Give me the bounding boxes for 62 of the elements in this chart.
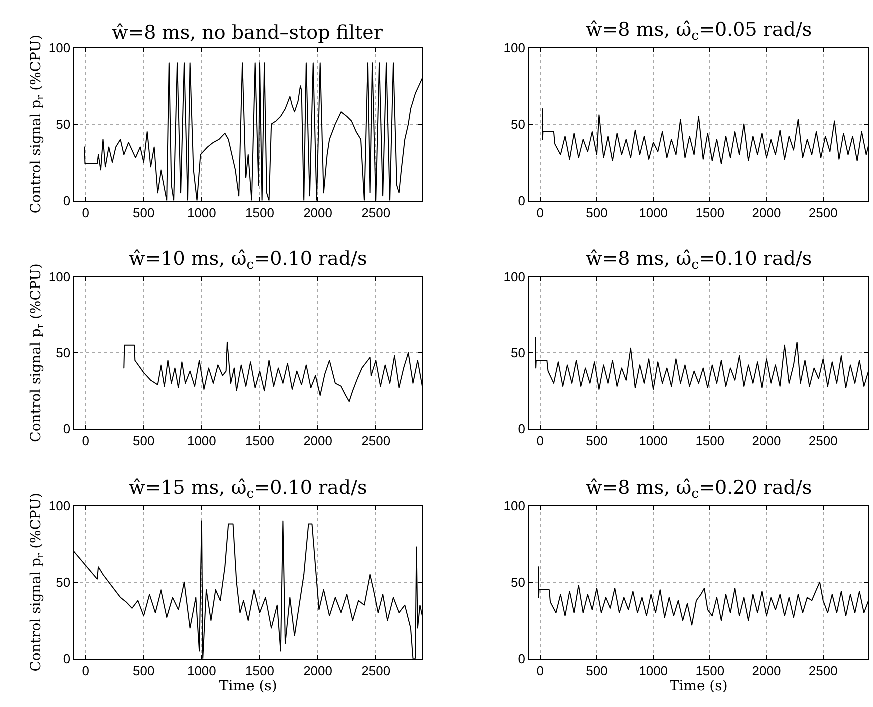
x-tick-label: 0 [536, 205, 544, 220]
x-tick-label: 500 [586, 205, 608, 220]
y-tick-label: 0 [518, 422, 526, 437]
x-tick-label: 1000 [187, 205, 216, 220]
x-tick-label: 1000 [639, 663, 668, 678]
chart-title: ŵ=8 ms, ω̂$_{c}$=0.10 rad/s [586, 248, 812, 273]
x-tick-label: 1500 [696, 663, 725, 678]
x-tick-label: 0 [536, 663, 544, 678]
x-tick-label: 0 [82, 205, 90, 220]
y-tick-label: 100 [504, 269, 526, 284]
y-tick-label: 50 [56, 116, 71, 132]
y-tick-label: 100 [48, 498, 71, 514]
x-tick-label: 1500 [246, 434, 274, 449]
x-tick-label: 2500 [362, 205, 391, 220]
y-tick-label: 0 [518, 651, 526, 666]
y-tick-label: 0 [518, 193, 526, 208]
x-tick-label: 2000 [752, 205, 782, 220]
x-tick-label: 0 [82, 434, 90, 449]
x-tick-label: 2000 [752, 663, 782, 678]
x-tick-label: 500 [133, 205, 155, 220]
y-tick-label: 100 [48, 40, 71, 56]
x-tick-label: 1000 [187, 663, 216, 678]
y-tick-label: 50 [510, 574, 526, 590]
y-tick-label: 50 [56, 574, 71, 590]
y-tick-label: 0 [63, 422, 71, 437]
x-tick-label: 2000 [752, 434, 782, 449]
chart-title: ŵ=10 ms, ω̂$_{c}$=0.10 rad/s [129, 248, 368, 273]
chart-title: ŵ=8 ms, no band–stop filter [112, 22, 384, 44]
y-tick-label: 100 [504, 40, 526, 56]
y-tick-label: 100 [48, 269, 71, 284]
x-tick-label: 2500 [362, 434, 391, 449]
x-tick-label: 500 [133, 434, 155, 449]
x-tick-label: 0 [82, 663, 90, 678]
x-tick-label: 2500 [808, 663, 838, 678]
chart-title: ŵ=8 ms, ω̂$_{c}$=0.20 rad/s [586, 477, 812, 502]
x-tick-label: 1000 [639, 205, 668, 220]
x-tick-label: 1500 [246, 663, 274, 678]
y-tick-label: 0 [63, 193, 71, 208]
x-axis-title: Time (s) [219, 678, 278, 694]
x-tick-label: 2500 [808, 434, 838, 449]
x-tick-label: 0 [536, 434, 544, 449]
chart-title: ŵ=15 ms, ω̂$_{c}$=0.10 rad/s [129, 477, 368, 502]
x-tick-label: 2500 [362, 663, 391, 678]
y-tick-label: 0 [63, 651, 71, 666]
y-tick-label: 50 [56, 346, 71, 361]
x-tick-label: 1500 [696, 434, 725, 449]
x-tick-label: 500 [586, 663, 608, 678]
x-tick-label: 1000 [639, 434, 668, 449]
y-tick-label: 100 [504, 498, 526, 514]
y-tick-label: 50 [510, 116, 526, 132]
x-tick-label: 1500 [246, 205, 274, 220]
x-tick-label: 1000 [187, 434, 216, 449]
x-tick-label: 2000 [304, 205, 332, 220]
x-tick-label: 2000 [304, 434, 332, 449]
x-tick-label: 2500 [808, 205, 838, 220]
x-tick-label: 500 [133, 663, 155, 678]
y-tick-label: 50 [510, 346, 526, 361]
x-axis-title: Time (s) [670, 678, 728, 694]
x-tick-label: 1500 [696, 205, 725, 220]
x-tick-label: 2000 [304, 663, 332, 678]
chart-title: ŵ=8 ms, ω̂$_{c}$=0.05 rad/s [586, 19, 812, 44]
x-tick-label: 500 [586, 434, 608, 449]
